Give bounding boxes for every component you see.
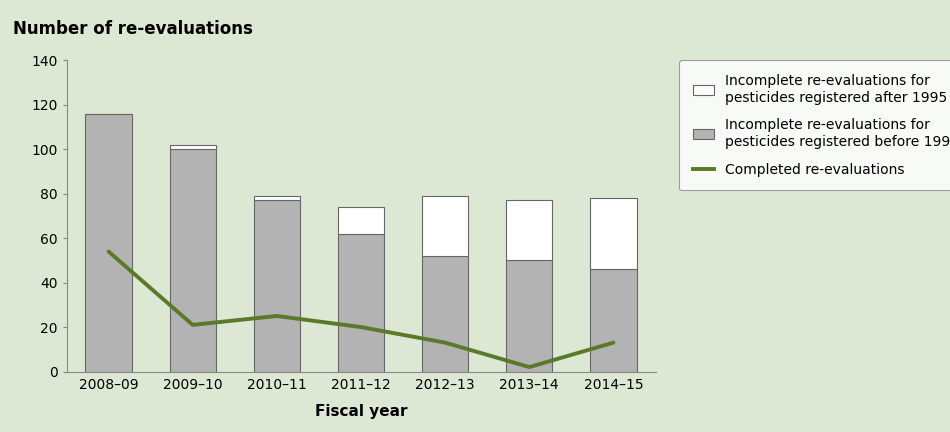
X-axis label: Fiscal year: Fiscal year <box>314 403 408 419</box>
Bar <box>506 260 552 372</box>
Bar <box>254 200 300 372</box>
Text: Number of re-evaluations: Number of re-evaluations <box>13 20 254 38</box>
Bar <box>169 145 216 149</box>
Bar <box>254 196 300 200</box>
Bar <box>169 149 216 372</box>
Bar <box>422 196 468 256</box>
Legend: Incomplete re-evaluations for
pesticides registered after 1995, Incomplete re-ev: Incomplete re-evaluations for pesticides… <box>679 60 950 191</box>
Bar <box>86 114 132 372</box>
Bar <box>590 269 637 372</box>
Bar <box>506 200 552 260</box>
Bar <box>338 234 384 372</box>
Bar <box>338 207 384 234</box>
Bar <box>590 198 637 269</box>
Bar <box>422 256 468 372</box>
